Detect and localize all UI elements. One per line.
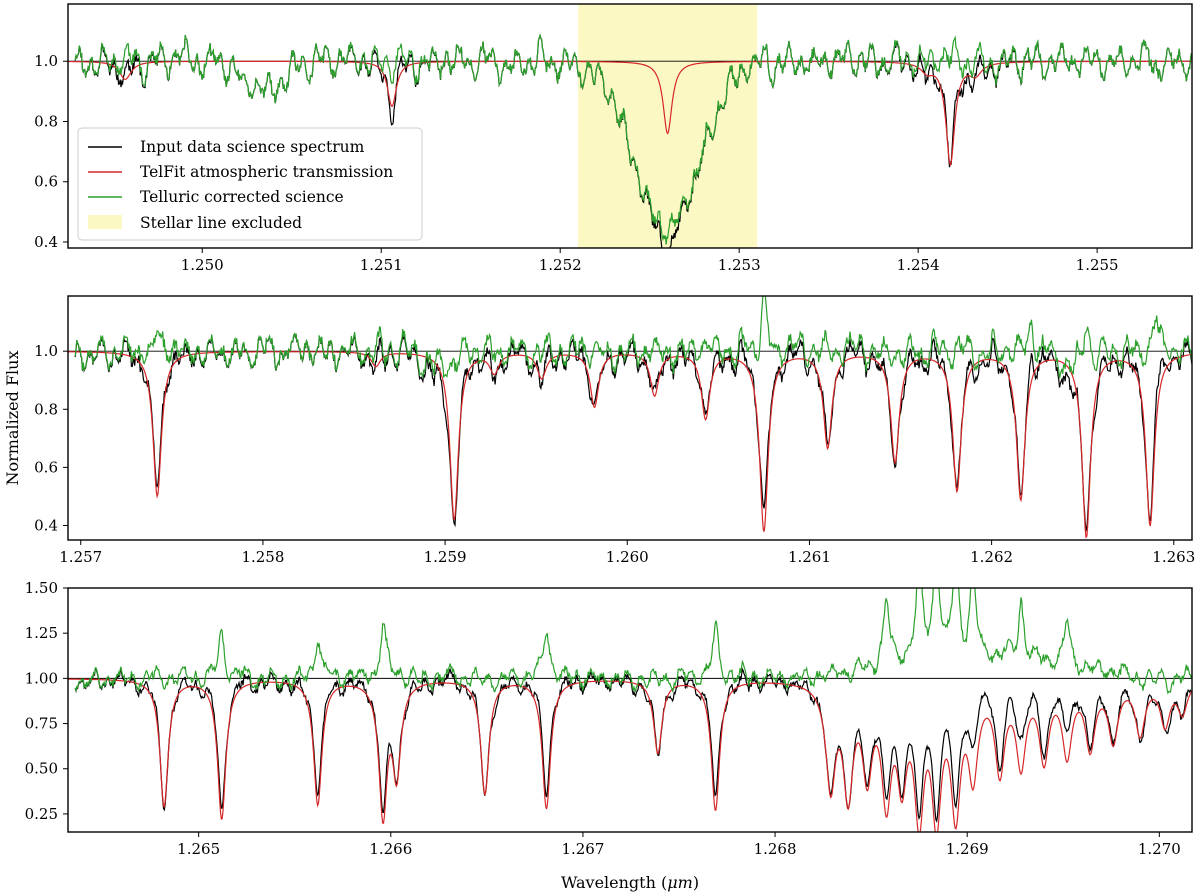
legend-label-corrected: Telluric corrected science [140, 188, 344, 206]
y-tick-label: 0.50 [25, 760, 58, 778]
x-tick-label: 1.251 [360, 256, 403, 274]
series-telluric-corrected [74, 296, 1192, 379]
x-tick-label: 1.260 [606, 548, 649, 566]
panel-1-frame [67, 3, 1193, 249]
legend-box [77, 127, 423, 241]
legend-label-data: Input data science spectrum [140, 138, 365, 156]
panel-3: 1.265 1.266 1.267 1.268 1.269 1.270 0.250.500… [25, 579, 1193, 858]
y-tick-label: 0.8 [34, 400, 58, 418]
y-tick-label: 0.25 [25, 805, 58, 823]
x-axis-title-text: Wavelength ( [561, 873, 667, 892]
y-tick-label: 1.0 [34, 52, 58, 70]
series-telfit-transmission [68, 60, 1192, 167]
legend: Input data science spectrum TelFit atmos… [77, 127, 423, 241]
panel-1: 1.250 1.251 1.252 1.253 1.254 1.255 0.4 0.6 0.8… [34, 3, 1193, 274]
legend-label-model: TelFit atmospheric transmission [140, 163, 393, 181]
panel-2-x-ticks: 1.257 1.258 1.259 1.260 1.261 1.262 1.263 [59, 540, 1195, 566]
panel-3-y-ticks: 0.25 0.50 0.75 1.00 1.25 1.50 [25, 579, 68, 823]
x-axis-title-unit: μm [667, 873, 693, 892]
excluded-region-band [578, 4, 758, 248]
x-tick-label: 1.250 [181, 256, 224, 274]
x-tick-label: 1.262 [970, 548, 1013, 566]
y-tick-label: 1.00 [25, 669, 58, 687]
y-tick-label: 1.25 [25, 624, 58, 642]
x-tick-label: 1.265 [177, 840, 220, 858]
y-axis-title: Normalized Flux [3, 351, 22, 486]
x-axis-title: Wavelength (μm) [561, 873, 699, 892]
panel-2-y-ticks: 0.4 0.6 0.8 1.0 [34, 342, 68, 534]
y-tick-label: 0.4 [34, 516, 58, 534]
x-tick-label: 1.267 [561, 840, 604, 858]
y-tick-label: 0.4 [34, 233, 58, 251]
x-tick-label: 1.269 [946, 840, 989, 858]
panel-1-traces [68, 33, 1192, 248]
series-input-science-spectrum [74, 331, 1192, 533]
y-tick-label: 0.6 [34, 458, 58, 476]
x-tick-label: 1.270 [1138, 840, 1181, 858]
x-tick-label: 1.252 [539, 256, 582, 274]
legend-swatch-excluded [88, 215, 122, 229]
x-tick-label: 1.261 [788, 548, 831, 566]
x-tick-label: 1.266 [369, 840, 412, 858]
x-tick-label: 1.258 [241, 548, 284, 566]
legend-label-excluded: Stellar line excluded [140, 214, 302, 232]
panel-1-x-ticks: 1.250 1.251 1.252 1.253 1.254 1.255 [181, 248, 1119, 274]
y-tick-label: 0.6 [34, 173, 58, 191]
series-input-science-spectrum [74, 667, 1192, 824]
panel-3-traces [68, 588, 1192, 832]
x-axis-title-close: ) [693, 873, 699, 892]
x-tick-label: 1.263 [1152, 548, 1195, 566]
y-tick-label: 0.8 [34, 112, 58, 130]
panel-2-frame [67, 295, 1193, 541]
series-telluric-corrected [74, 588, 1192, 695]
x-tick-label: 1.259 [424, 548, 467, 566]
y-tick-label: 1.0 [34, 342, 58, 360]
panel-2-traces [68, 296, 1192, 539]
series-telluric-corrected [74, 33, 1192, 245]
x-tick-label: 1.255 [1076, 256, 1119, 274]
panel-1-y-ticks: 0.4 0.6 0.8 1.0 [34, 52, 68, 251]
y-tick-label: 0.75 [25, 715, 58, 733]
series-telfit-transmission [68, 678, 1192, 832]
series-telfit-transmission [68, 351, 1192, 539]
x-tick-label: 1.253 [718, 256, 761, 274]
panel-2: 1.257 1.258 1.259 1.260 1.261 1.262 1.263 0.40… [34, 295, 1195, 566]
x-tick-label: 1.257 [59, 548, 102, 566]
panel-3-frame [67, 587, 1193, 833]
panel-3-x-ticks: 1.265 1.266 1.267 1.268 1.269 1.270 [177, 832, 1181, 858]
x-tick-label: 1.268 [754, 840, 797, 858]
panel-1-excluded-region [578, 4, 758, 248]
y-tick-label: 1.50 [25, 579, 58, 597]
x-tick-label: 1.254 [897, 256, 940, 274]
